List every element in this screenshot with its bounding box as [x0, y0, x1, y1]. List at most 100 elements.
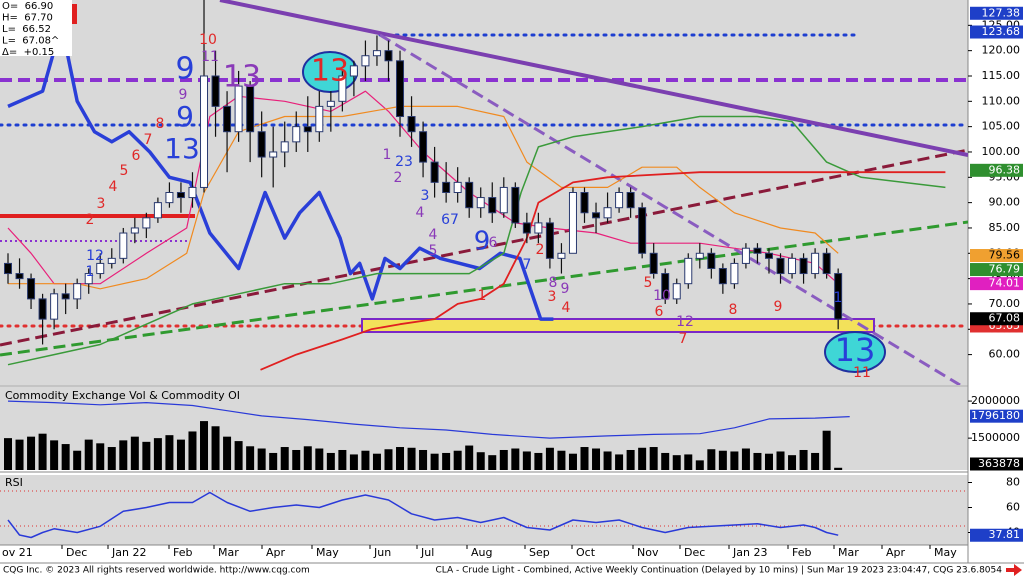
candle-body	[488, 197, 497, 214]
x-tick-label: Mar	[838, 546, 859, 559]
x-tick-label: Nov	[637, 546, 659, 559]
volume-bar	[234, 441, 243, 470]
candle-body	[811, 252, 820, 275]
count-label: 9	[774, 299, 783, 315]
y-tick-label: 105.00	[982, 120, 1021, 133]
x-tick-label: Jul	[420, 546, 434, 559]
x-tick-label: Sep	[529, 546, 550, 559]
count-label: 13	[311, 54, 349, 89]
candle-body	[130, 227, 139, 234]
ohlc-line: L= 67.08^	[2, 36, 59, 47]
volume-bar	[269, 452, 278, 470]
count-label: 7	[144, 132, 153, 148]
price-tag	[970, 457, 1023, 471]
count-label: 8	[729, 302, 738, 318]
candle-body	[511, 186, 520, 224]
candle-body	[580, 192, 589, 214]
volume-bar	[776, 451, 785, 470]
candle-body	[788, 257, 797, 275]
count-label: 2	[86, 212, 95, 228]
volume-bar	[672, 455, 681, 470]
x-tick-label: Jun	[373, 546, 391, 559]
volume-bar	[361, 450, 370, 470]
candle-body	[280, 141, 289, 153]
count-label: 6	[655, 304, 664, 320]
x-tick-label: Dec	[684, 546, 705, 559]
ohlc-marker	[72, 4, 77, 24]
count-label: 13	[223, 60, 261, 95]
rsi-panel	[0, 475, 968, 545]
trend-line	[379, 33, 961, 385]
candle-body	[165, 192, 174, 204]
price-tag-label: 127.38	[982, 6, 1021, 19]
candle-body	[799, 257, 808, 275]
volume-bar	[603, 451, 612, 470]
volume-bar	[130, 436, 139, 470]
x-tick-label: Oct	[576, 546, 596, 559]
y-tick-label: 1500000	[971, 431, 1020, 444]
volume-bar	[372, 453, 381, 470]
y-tick-label: 120.00	[982, 44, 1021, 57]
volume-bar	[303, 446, 312, 470]
volume-bar	[753, 452, 762, 470]
x-tick-label: Dec	[66, 546, 87, 559]
volume-bar	[165, 435, 174, 470]
volume-bar	[626, 449, 635, 470]
ohlc-line: H= 67.70	[2, 13, 53, 24]
scroll-arrow[interactable]	[1006, 564, 1022, 576]
candle-body	[430, 161, 439, 183]
candle-body	[292, 126, 301, 143]
candle-body	[4, 262, 12, 275]
volume-bar	[799, 449, 808, 470]
x-tick-label: Aug	[471, 546, 492, 559]
volume-bar	[246, 446, 255, 470]
volume-bar	[84, 439, 93, 470]
y-tick-label: 80	[1006, 476, 1020, 489]
candle-body	[545, 222, 554, 259]
x-tick-label: Jan 22	[111, 546, 146, 559]
candle-body	[107, 257, 116, 264]
count-label: 2	[536, 242, 545, 258]
price-tag-label: 123.68	[982, 25, 1021, 38]
count-label: 3	[421, 188, 430, 204]
highlight-ellipse	[824, 331, 886, 373]
volume-bar	[453, 450, 462, 470]
candle-body	[442, 181, 451, 194]
volume-bar	[211, 426, 220, 470]
volume-bar	[684, 454, 693, 470]
volume-bar	[488, 455, 497, 470]
volume-bar	[511, 448, 520, 470]
candle-body	[246, 85, 255, 133]
volume-bar	[384, 449, 393, 470]
candle-body	[718, 267, 727, 285]
candle-body	[465, 181, 474, 209]
count-label: 9	[474, 227, 491, 257]
ohlc-box	[0, 0, 72, 56]
volume-bar	[661, 452, 670, 470]
ohlc-readout: O= 66.90H= 67.70L= 66.52L= 67.08^Δ= +0.1…	[2, 1, 59, 58]
study-line	[7, 90, 839, 285]
candle-body	[361, 55, 370, 67]
volume-bar	[695, 460, 704, 470]
target-zone	[361, 318, 875, 333]
study-line	[7, 43, 554, 321]
candle-body	[223, 105, 232, 133]
study-line	[260, 171, 946, 371]
price-tag	[970, 6, 1023, 20]
count-label: 5	[429, 243, 438, 259]
count-label: 4	[562, 300, 571, 316]
price-tag	[970, 249, 1023, 263]
price-tag-label: 363878	[978, 457, 1020, 470]
candle-body	[453, 181, 462, 194]
volume-bar	[430, 453, 439, 470]
count-label: 9	[176, 100, 194, 133]
x-tick-label: May	[934, 546, 957, 559]
count-label: 67	[441, 212, 459, 228]
footer-left: CQG Inc. © 2023 All rights reserved worl…	[3, 566, 310, 576]
volume-bar	[188, 431, 197, 470]
volume-bar	[730, 451, 739, 470]
candle-body	[684, 257, 693, 285]
volume-bar	[142, 441, 151, 470]
